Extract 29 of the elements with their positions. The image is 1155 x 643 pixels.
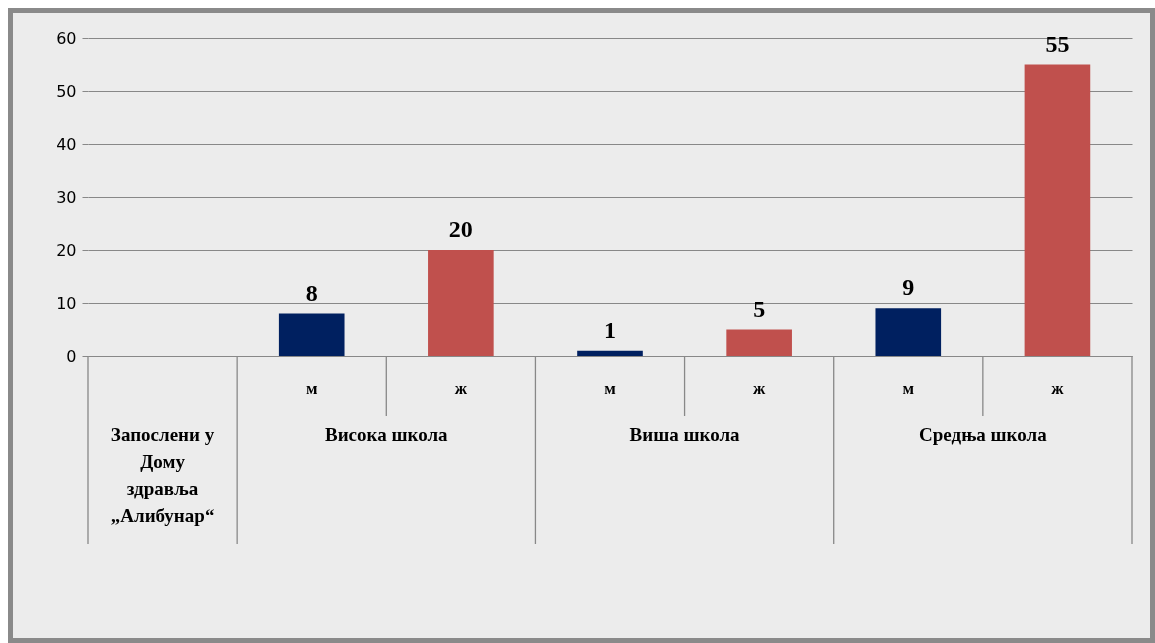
text: Виша школа: [629, 424, 741, 445]
text: Висока школа: [324, 424, 449, 445]
data-label: 55: [1045, 30, 1070, 57]
y-tick-label: 10: [56, 293, 77, 313]
bar: [577, 350, 643, 356]
text: Запослени у Дому здравља „Алибунар“: [110, 424, 215, 526]
x-tick-label: м: [902, 378, 915, 398]
y-tick-label: 30: [56, 187, 77, 207]
data-label: 1: [604, 316, 616, 343]
data-label: 9: [902, 274, 915, 301]
text: Средња школа: [919, 424, 1048, 445]
bar: [726, 329, 792, 356]
x-tick-label: ж: [1051, 378, 1065, 398]
data-label: 5: [753, 295, 766, 322]
x-tick-label: м: [604, 378, 617, 398]
data-label: 20: [448, 216, 473, 242]
bar: [278, 313, 345, 356]
y-tick-label: 60: [56, 28, 77, 48]
y-tick-label: 40: [56, 134, 77, 154]
y-tick-label: 20: [56, 240, 77, 260]
bar: [875, 308, 942, 356]
x-tick-label: ж: [454, 378, 468, 398]
x-tick-label: ж: [752, 378, 766, 398]
data-label: 8: [305, 279, 318, 306]
bar: [428, 250, 494, 356]
bar: [1024, 64, 1091, 356]
x-tick-label: м: [305, 378, 318, 398]
y-tick-label: 50: [56, 81, 77, 101]
y-tick-label: 0: [66, 346, 77, 366]
